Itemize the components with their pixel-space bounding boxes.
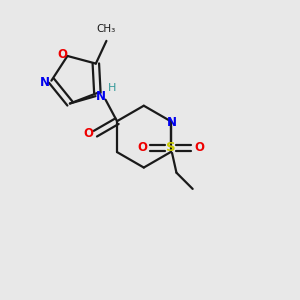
Text: H: H bbox=[108, 83, 116, 93]
Text: O: O bbox=[137, 141, 147, 154]
Text: O: O bbox=[57, 48, 67, 61]
Text: O: O bbox=[84, 127, 94, 140]
Text: S: S bbox=[166, 141, 175, 154]
Text: CH₃: CH₃ bbox=[97, 23, 116, 34]
Text: N: N bbox=[96, 90, 106, 103]
Text: N: N bbox=[167, 116, 176, 129]
Text: N: N bbox=[40, 76, 50, 88]
Text: O: O bbox=[194, 141, 204, 154]
